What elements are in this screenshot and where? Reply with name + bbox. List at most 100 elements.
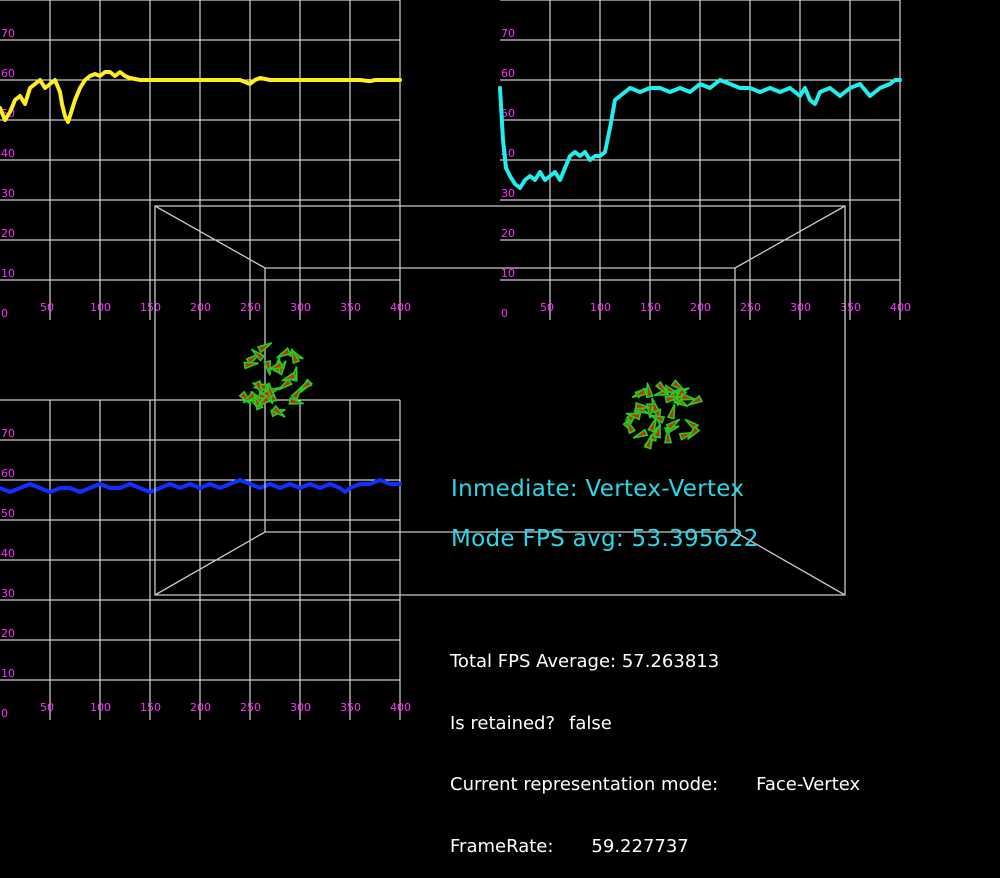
y-tick-label: 20 bbox=[501, 227, 515, 240]
box-edge bbox=[734, 205, 846, 269]
x-tick-label: 300 bbox=[290, 701, 311, 714]
x-tick-label: 150 bbox=[640, 301, 661, 314]
representation-row: Current representation mode: Face-Vertex bbox=[450, 774, 861, 796]
framerate-row: FrameRate: 59.227737 bbox=[450, 835, 860, 858]
box-edge bbox=[154, 205, 266, 269]
y-tick-label: 40 bbox=[1, 547, 15, 560]
x-tick-label: 100 bbox=[590, 301, 611, 314]
representation-label: Current representation mode: bbox=[450, 774, 719, 795]
x-tick-label: 250 bbox=[240, 701, 261, 714]
y-tick-label: 10 bbox=[501, 267, 515, 280]
particle bbox=[680, 392, 696, 401]
y-tick-label: 20 bbox=[1, 227, 15, 240]
particle bbox=[256, 394, 272, 408]
particle bbox=[243, 361, 259, 370]
particle bbox=[625, 412, 642, 421]
retained-label: Is retained? bbox=[450, 712, 556, 734]
x-tick-label: 150 bbox=[140, 701, 161, 714]
particle bbox=[281, 371, 298, 382]
y-tick-label: 10 bbox=[1, 667, 15, 680]
particle bbox=[687, 425, 701, 440]
x-tick-label: 150 bbox=[140, 301, 161, 314]
particle bbox=[253, 379, 264, 396]
x-tick-label: 200 bbox=[690, 301, 711, 314]
particle bbox=[288, 396, 304, 405]
particle bbox=[654, 380, 669, 396]
particle bbox=[645, 382, 654, 399]
y-tick-label: 50 bbox=[1, 507, 15, 520]
x-tick-label: 50 bbox=[40, 301, 54, 314]
y-tick-label: 30 bbox=[1, 187, 15, 200]
x-tick-label: 350 bbox=[840, 301, 861, 314]
particle bbox=[242, 390, 258, 404]
x-tick-label: 350 bbox=[340, 701, 361, 714]
representation-value: Face-Vertex bbox=[756, 774, 861, 795]
y-tick-label: 70 bbox=[1, 427, 15, 440]
particle bbox=[687, 394, 704, 406]
y-tick-label: 0 bbox=[1, 707, 8, 720]
particle-cluster-right bbox=[622, 379, 704, 450]
y-tick-label: 70 bbox=[501, 27, 515, 40]
y-tick-label: 50 bbox=[501, 107, 515, 120]
particle bbox=[276, 347, 292, 359]
particle bbox=[277, 377, 293, 391]
particle-clusters bbox=[238, 342, 704, 450]
particle bbox=[664, 428, 673, 444]
particle bbox=[634, 401, 651, 410]
box-edge bbox=[734, 531, 846, 596]
x-tick-label: 300 bbox=[790, 301, 811, 314]
box-edge bbox=[154, 531, 266, 596]
y-tick-label: 60 bbox=[1, 467, 15, 480]
y-tick-label: 60 bbox=[1, 67, 15, 80]
y-tick-label: 20 bbox=[1, 627, 15, 640]
x-tick-label: 50 bbox=[40, 701, 54, 714]
x-tick-label: 50 bbox=[540, 301, 554, 314]
grid bbox=[500, 0, 901, 320]
x-tick-label: 400 bbox=[890, 301, 911, 314]
y-tick-label: 40 bbox=[1, 147, 15, 160]
fps-graph-bottom-left: 0 10 20 30 40 50 60 70 50 100 150 200 250 300 350 400 bbox=[0, 399, 411, 720]
bounding-box-wireframe bbox=[154, 205, 846, 596]
x-tick-label: 400 bbox=[390, 301, 411, 314]
total-fps-row: Total FPS Average: 57.263813 bbox=[450, 651, 860, 673]
framerate-label: FrameRate: bbox=[450, 835, 554, 857]
x-tick-label: 100 bbox=[90, 701, 111, 714]
retained-value: false bbox=[569, 712, 612, 734]
particle bbox=[632, 428, 649, 439]
particle bbox=[653, 423, 661, 439]
y-tick-label: 30 bbox=[501, 187, 515, 200]
series-line bbox=[0, 478, 402, 494]
y-tick-label: 30 bbox=[1, 587, 15, 600]
x-tick-label: 300 bbox=[290, 301, 311, 314]
total-fps-value: 57.263813 bbox=[621, 651, 720, 672]
x-tick-label: 200 bbox=[190, 301, 211, 314]
particle bbox=[290, 385, 303, 401]
y-tick-label: 60 bbox=[501, 67, 515, 80]
x-tick-label: 350 bbox=[340, 301, 361, 314]
grid bbox=[0, 0, 401, 320]
x-tick-label: 250 bbox=[740, 301, 761, 314]
mode-fps-average: Mode FPS avg: 53.395622 bbox=[451, 526, 759, 552]
particle bbox=[664, 395, 681, 404]
x-tick-label: 200 bbox=[190, 701, 211, 714]
series-line bbox=[498, 78, 902, 190]
particle bbox=[267, 360, 284, 371]
retained-row: Is retained? false bbox=[450, 712, 860, 735]
x-tick-label: 100 bbox=[90, 301, 111, 314]
particle bbox=[625, 418, 637, 435]
x-tick-label: 400 bbox=[390, 701, 411, 714]
total-fps-label: Total FPS Average: bbox=[450, 651, 617, 672]
y-tick-label: 0 bbox=[501, 307, 508, 320]
framerate-value: 59.227737 bbox=[591, 835, 689, 857]
y-tick-label: 0 bbox=[1, 307, 8, 320]
particle bbox=[250, 348, 266, 362]
particle bbox=[270, 404, 286, 418]
x-tick-label: 250 bbox=[240, 301, 261, 314]
mode-label: Inmediate: Vertex-Vertex bbox=[451, 476, 745, 502]
particle bbox=[290, 348, 301, 365]
particle bbox=[666, 403, 676, 420]
particle bbox=[256, 342, 273, 354]
